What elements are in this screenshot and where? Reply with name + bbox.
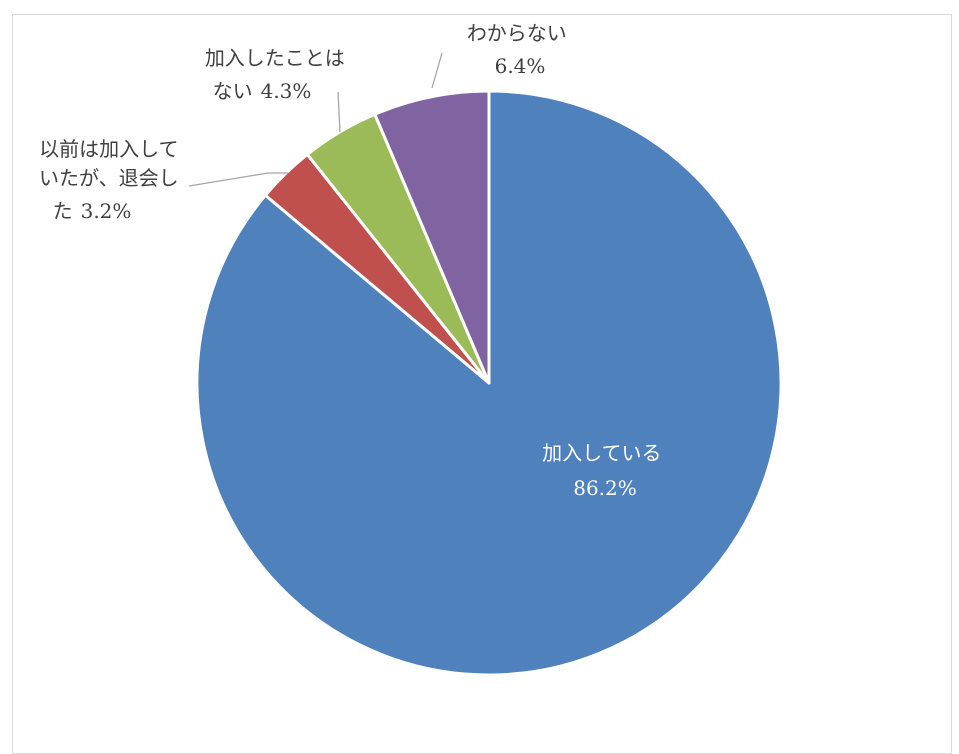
slice-unknown [373,89,491,385]
pie-slices [195,89,783,677]
slice-label-unknown: わからない 6.4% [467,21,573,78]
leader-line-never-joined [337,91,341,133]
leader-line-left-before [188,172,288,187]
slice-label-never-joined: 加入したことは ない 4.3% [205,46,351,103]
leader-lines [188,52,443,187]
leader-line-unknown [431,52,443,89]
slice-label-left-before: 以前は加入して いたが、退会し た 3.2% [39,137,185,223]
slice-label-joined: 加入している 86.2% [542,441,668,500]
